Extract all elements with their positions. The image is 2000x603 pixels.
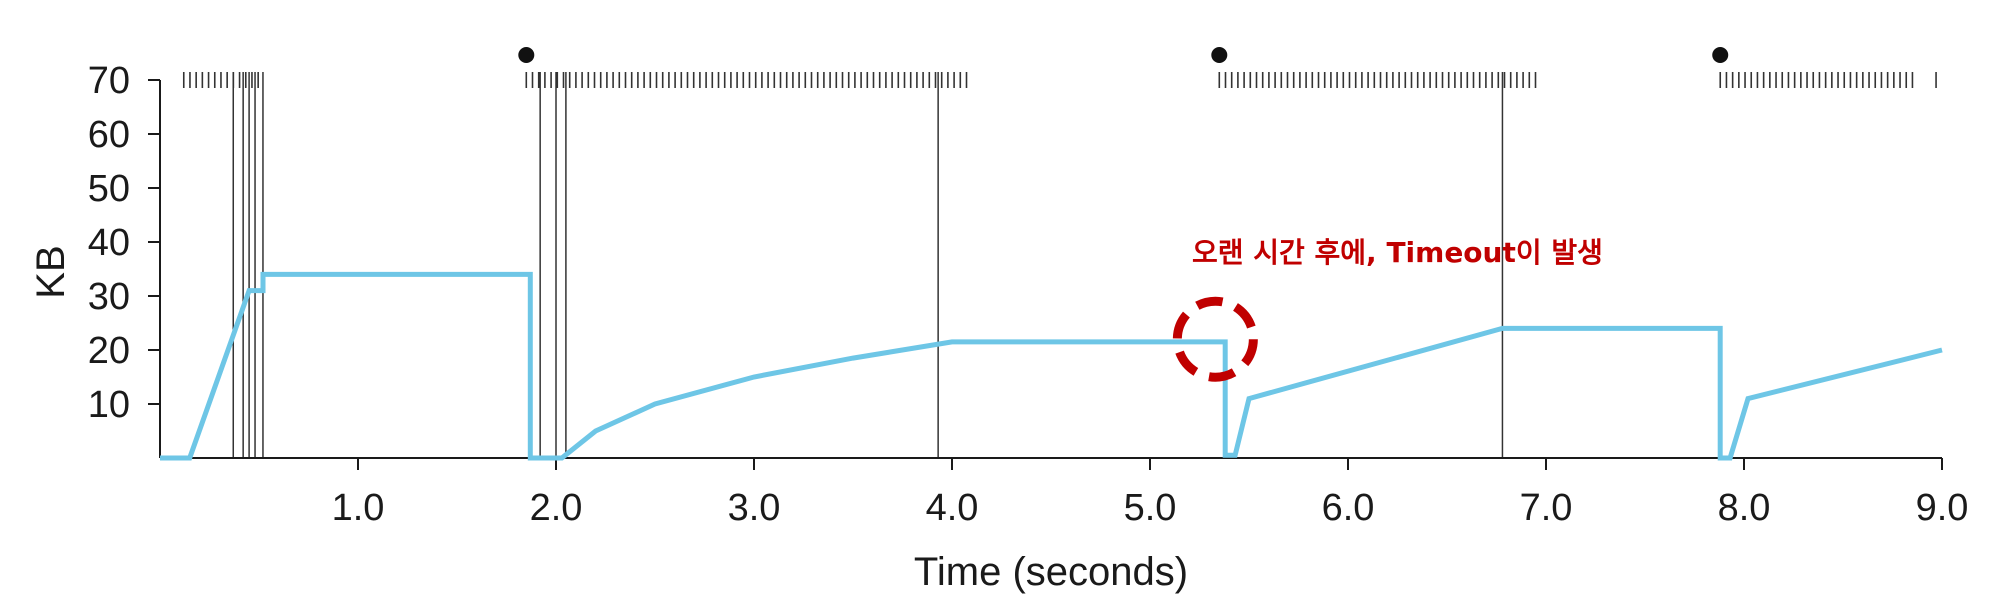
event-markers [518,47,1729,63]
x-tick-label: 7.0 [1520,487,1573,529]
packet-tick-marks [182,72,1937,88]
y-axis-ticks: 10 20 30 40 50 60 70 [88,60,160,426]
annotation-dashed-circle [1172,296,1258,382]
y-tick-label: 10 [88,384,130,426]
y-tick-label: 20 [88,330,130,372]
x-tick-label: 4.0 [926,487,979,529]
x-tick-label: 5.0 [1124,487,1177,529]
x-tick-label: 3.0 [728,487,781,529]
x-tick-label: 6.0 [1322,487,1375,529]
axes [159,80,1942,459]
event-vertical-lines [232,72,1504,458]
series-line-kb [160,271,1943,461]
y-tick-label: 70 [88,60,130,102]
x-tick-label: 9.0 [1916,487,1969,529]
x-axis-title: Time (seconds) [914,550,1188,594]
y-tick-label: 50 [88,168,130,210]
event-marker-dot [1211,47,1228,63]
x-tick-label: 1.0 [332,487,385,529]
event-marker-dot [518,47,535,63]
x-tick-label: 2.0 [530,487,583,529]
y-tick-label: 30 [88,276,130,318]
y-tick-label: 40 [88,222,130,264]
y-tick-label: 60 [88,114,130,156]
x-tick-label: 8.0 [1718,487,1771,529]
annotation-text: 오랜 시간 후에, Timeout이 발생 [1192,236,1603,269]
x-axis-ticks: 1.0 2.0 3.0 4.0 5.0 6.0 7.0 8.0 9.0 [332,458,1969,529]
y-axis-title: KB [29,245,73,298]
event-marker-dot [1712,47,1729,63]
